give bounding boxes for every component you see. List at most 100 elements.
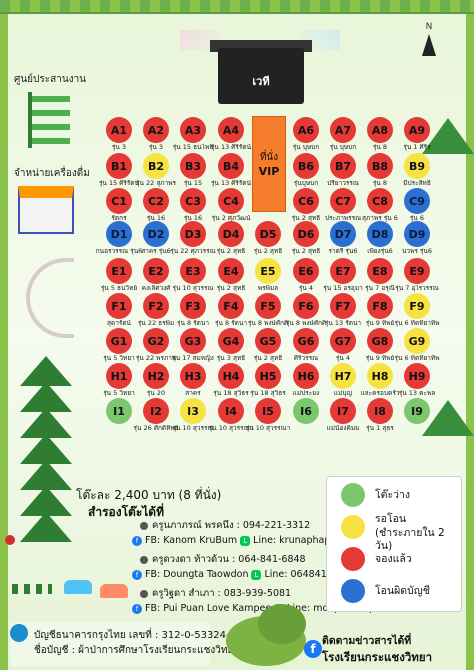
seat-h4[interactable]: H4 xyxy=(218,363,244,389)
seat-a2[interactable]: A2 xyxy=(143,117,169,143)
seat-e3[interactable]: E3 xyxy=(180,258,206,284)
facebook-icon[interactable]: f xyxy=(304,640,322,658)
registration-bar xyxy=(32,138,70,144)
seat-i6[interactable]: I6 xyxy=(293,398,319,424)
seat-note: มีประสิทธิ์ xyxy=(403,180,431,187)
seat-i5[interactable]: I5 xyxy=(255,398,281,424)
seat-g3[interactable]: G3 xyxy=(180,328,206,354)
seat-c7[interactable]: C7 xyxy=(330,188,356,214)
pine-tree-icon xyxy=(20,382,72,412)
tree-column xyxy=(20,356,76,566)
seat-c9[interactable]: C9 xyxy=(404,188,430,214)
seat-a4[interactable]: A4 xyxy=(218,117,244,143)
seat-d8[interactable]: D8 xyxy=(367,221,393,247)
seat-b1[interactable]: B1 xyxy=(106,153,132,179)
seat-note: รุ่น 15 xyxy=(183,180,203,187)
seat-g1[interactable]: G1 xyxy=(106,328,132,354)
seat-f3[interactable]: F3 xyxy=(180,293,206,319)
seat-g4[interactable]: G4 xyxy=(218,328,244,354)
seat-b3[interactable]: B3 xyxy=(180,153,206,179)
seat-c8[interactable]: C8 xyxy=(367,188,393,214)
contact-social[interactable]: f FB: Kanom KruBum L Line: krunaphaphorn xyxy=(132,535,352,546)
seat-h7[interactable]: H7 xyxy=(330,363,356,389)
seat-f7[interactable]: F7 xyxy=(330,293,356,319)
seat-e4[interactable]: E4 xyxy=(218,258,244,284)
seat-note: รุ่น 8 xyxy=(372,180,388,187)
seat-e8[interactable]: E8 xyxy=(367,258,393,284)
bush-decoration xyxy=(258,604,306,644)
seat-e2[interactable]: E2 xyxy=(143,258,169,284)
seat-a7[interactable]: A7 xyxy=(330,117,356,143)
seat-c2[interactable]: C2 xyxy=(143,188,169,214)
seat-note: รุ่น 17 สมหญิง xyxy=(172,355,214,362)
seat-h6[interactable]: H6 xyxy=(293,363,319,389)
seat-f6[interactable]: F6 xyxy=(293,293,319,319)
seat-d7[interactable]: D7 xyxy=(330,221,356,247)
seat-d6[interactable]: D6 xyxy=(293,221,319,247)
seat-f8[interactable]: F8 xyxy=(367,293,393,319)
seat-g7[interactable]: G7 xyxy=(330,328,356,354)
seat-h8[interactable]: H8 xyxy=(367,363,393,389)
seat-g6[interactable]: G6 xyxy=(293,328,319,354)
seat-c1[interactable]: C1 xyxy=(106,188,132,214)
seat-b4[interactable]: B4 xyxy=(218,153,244,179)
seat-d3[interactable]: D3 xyxy=(180,221,206,247)
seat-h3[interactable]: H3 xyxy=(180,363,206,389)
seat-g8[interactable]: G8 xyxy=(367,328,393,354)
seat-a9[interactable]: A9 xyxy=(404,117,430,143)
contact-social[interactable]: f FB: Doungta Taowdon L Line: 0648416848 xyxy=(132,569,351,580)
seat-a1[interactable]: A1 xyxy=(106,117,132,143)
seat-a6[interactable]: A6 xyxy=(293,117,319,143)
seat-f9[interactable]: F9 xyxy=(404,293,430,319)
seat-i7[interactable]: I7 xyxy=(330,398,356,424)
seat-note: ปรียาวรรณ xyxy=(327,180,359,187)
vip-area[interactable]: ที่นั่ง VIP xyxy=(252,116,286,212)
bank-logo-icon xyxy=(10,624,28,642)
seat-b9[interactable]: B9 xyxy=(404,153,430,179)
seat-d2[interactable]: D2 xyxy=(143,221,169,247)
seat-g9[interactable]: G9 xyxy=(404,328,430,354)
seat-f2[interactable]: F2 xyxy=(143,293,169,319)
seat-b6[interactable]: B6 xyxy=(293,153,319,179)
seat-d9[interactable]: D9 xyxy=(404,221,430,247)
seat-f5[interactable]: F5 xyxy=(255,293,281,319)
seat-b2[interactable]: B2 xyxy=(143,153,169,179)
seat-i9[interactable]: I9 xyxy=(404,398,430,424)
seat-c3[interactable]: C3 xyxy=(180,188,206,214)
seat-b7[interactable]: B7 xyxy=(330,153,356,179)
seat-g2[interactable]: G2 xyxy=(143,328,169,354)
seat-i3[interactable]: I3 xyxy=(180,398,206,424)
seat-a8[interactable]: A8 xyxy=(367,117,393,143)
seat-g5[interactable]: G5 xyxy=(255,328,281,354)
seat-e9[interactable]: E9 xyxy=(404,258,430,284)
seat-c6[interactable]: C6 xyxy=(293,188,319,214)
pine-tree-icon xyxy=(20,356,72,386)
seat-i8[interactable]: I8 xyxy=(367,398,393,424)
seat-h1[interactable]: H1 xyxy=(106,363,132,389)
seat-a3[interactable]: A3 xyxy=(180,117,206,143)
seat-note: รุ่น 16 xyxy=(146,215,166,222)
school-name[interactable]: โรงเรียนกระแชงวิทยา xyxy=(322,650,433,664)
seat-h5[interactable]: H5 xyxy=(255,363,281,389)
contact-person: ครูนภาภรณ์ พรคนึง : 094-221-3312 xyxy=(140,518,310,533)
seat-i2[interactable]: I2 xyxy=(143,398,169,424)
seat-note: รุ่น 2 สุทธิ xyxy=(253,355,283,362)
seat-h9[interactable]: H9 xyxy=(404,363,430,389)
seat-i4[interactable]: I4 xyxy=(218,398,244,424)
seat-d1[interactable]: D1 xyxy=(106,221,132,247)
seat-f4[interactable]: F4 xyxy=(218,293,244,319)
seat-i1[interactable]: I1 xyxy=(106,398,132,424)
seat-b8[interactable]: B8 xyxy=(367,153,393,179)
seat-e5[interactable]: E5 xyxy=(255,258,281,284)
seat-e6[interactable]: E6 xyxy=(293,258,319,284)
seat-d4[interactable]: D4 xyxy=(218,221,244,247)
seat-c4[interactable]: C4 xyxy=(218,188,244,214)
seat-f1[interactable]: F1 xyxy=(106,293,132,319)
contact-text: ครูวิฐดา สำเภา : 083-939-5081 xyxy=(152,588,292,599)
seat-d5[interactable]: D5 xyxy=(255,221,281,247)
seat-e7[interactable]: E7 xyxy=(330,258,356,284)
seat-e1[interactable]: E1 xyxy=(106,258,132,284)
seat-h2[interactable]: H2 xyxy=(143,363,169,389)
seat-note: นวพร รุ่น6 xyxy=(401,248,432,255)
seat-note: รุ่น 10 สุวรรณา xyxy=(245,425,291,432)
